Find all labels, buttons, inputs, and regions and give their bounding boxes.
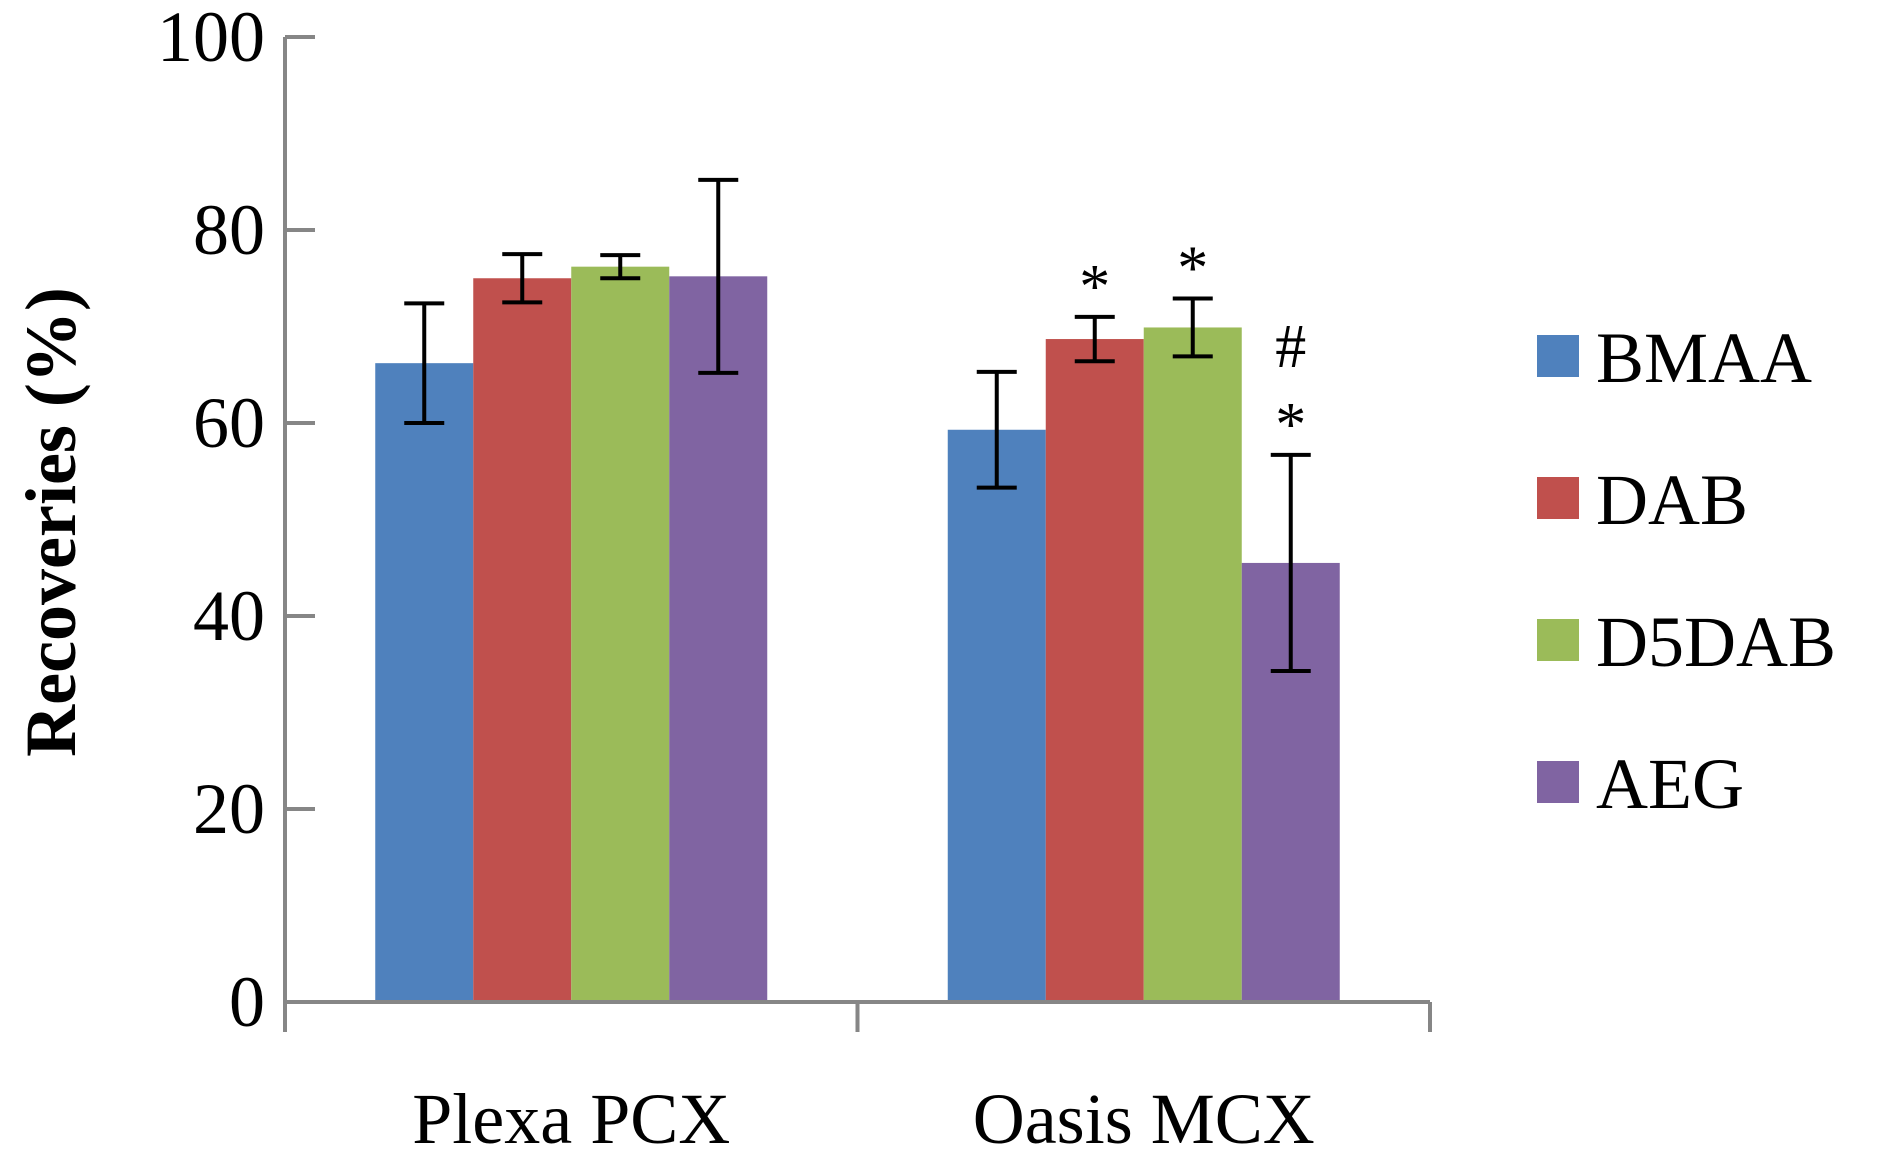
bar [669,276,768,1002]
bar [1045,339,1144,1002]
bar [473,278,572,1002]
axes-layer: 0 20 40 60 80 100 Plexa PCX Oasis MCX [157,0,1432,1159]
bar [1143,327,1242,1003]
legend-layer: BMAA DAB D5DAB AEG [1537,318,1836,824]
legend-label: BMAA [1596,318,1812,398]
bars-layer [375,266,1340,1003]
significance-marker: # [1275,313,1306,381]
significance-marker: * [1275,391,1306,459]
y-axis-label: Recoveries (%) [11,287,91,757]
bar [947,429,1046,1002]
legend-label: DAB [1596,460,1748,540]
y-tick-label: 100 [157,0,265,77]
bar [571,266,670,1002]
legend-swatch [1537,619,1579,661]
annotations-layer: * * # * [1079,235,1306,459]
y-tick-label: 0 [229,962,265,1042]
significance-marker: * [1079,253,1110,321]
y-tick-label: 80 [193,190,265,270]
legend-label: AEG [1596,744,1744,824]
legend-label: D5DAB [1596,602,1836,682]
x-tick-label: Plexa PCX [412,1079,730,1159]
significance-marker: * [1177,235,1208,303]
legend-swatch [1537,761,1579,803]
bar [375,363,474,1002]
error-bars-layer [404,177,1311,674]
legend-swatch [1537,477,1579,519]
y-tick-label: 20 [193,769,265,849]
legend-swatch [1537,335,1579,377]
y-tick-label: 40 [193,576,265,656]
y-tick-label: 60 [193,383,265,463]
x-tick-label: Oasis MCX [973,1079,1315,1159]
